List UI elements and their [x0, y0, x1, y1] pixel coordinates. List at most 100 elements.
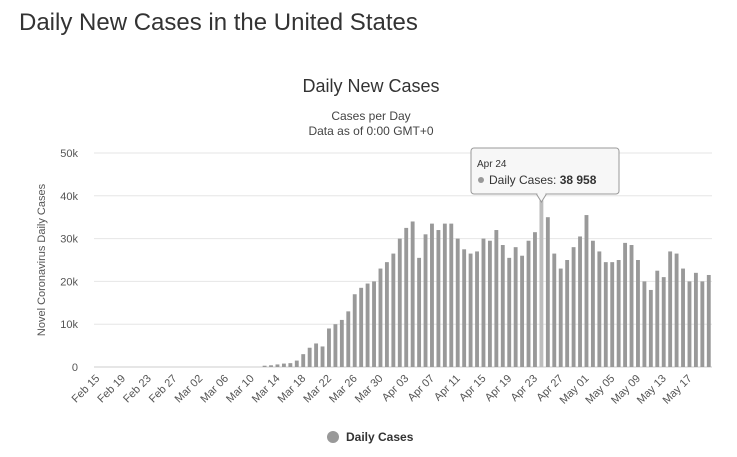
bar[interactable] [487, 240, 492, 367]
bar[interactable] [687, 281, 692, 367]
chart-subtitle-line-1: Cases per Day [331, 109, 410, 123]
bar[interactable] [346, 311, 351, 367]
bar[interactable] [410, 221, 415, 367]
bar[interactable] [636, 260, 640, 367]
x-tick-label: Apr 07 [406, 373, 437, 404]
bar[interactable] [590, 240, 595, 367]
bar[interactable] [623, 242, 628, 367]
bar[interactable] [320, 346, 325, 367]
bar[interactable] [668, 251, 673, 367]
bar[interactable] [339, 319, 344, 367]
bar[interactable] [584, 215, 589, 367]
x-tick-label: Mar 06 [198, 373, 231, 406]
bar[interactable] [661, 277, 666, 367]
x-tick-label: Mar 02 [173, 373, 206, 406]
bar[interactable] [436, 230, 441, 367]
bar[interactable] [365, 283, 370, 367]
bar[interactable] [597, 251, 602, 367]
legend-label[interactable]: Daily Cases [346, 430, 414, 444]
legend[interactable]: Daily Cases [327, 430, 414, 444]
x-tick-label: Mar 14 [250, 373, 283, 406]
chart-subtitle-line-2: Data as of 0:00 GMT+0 [308, 124, 433, 138]
tooltip-box [470, 147, 620, 195]
tooltip-series-name: Daily Cases [489, 173, 553, 187]
bar[interactable] [449, 223, 454, 367]
bar[interactable] [552, 253, 557, 367]
y-tick-label: 40k [60, 191, 78, 203]
bar[interactable] [558, 268, 563, 367]
tooltip-date: Apr 24 [477, 159, 507, 170]
y-tick-label: 10k [60, 319, 78, 331]
y-axis-ticks: 0 10k 20k 30k 40k 50k [60, 148, 78, 374]
bar[interactable] [462, 249, 467, 367]
bar[interactable] [706, 274, 711, 367]
bar[interactable] [269, 365, 273, 367]
legend-marker [327, 431, 339, 443]
bar[interactable] [301, 354, 306, 367]
bar[interactable] [314, 343, 319, 367]
bar[interactable] [681, 268, 685, 367]
bar[interactable] [610, 262, 615, 367]
x-tick-label: Apr 11 [432, 373, 463, 404]
bar[interactable] [674, 253, 679, 367]
bar[interactable] [520, 255, 525, 367]
tooltip-pointer [535, 193, 548, 203]
bar[interactable] [391, 253, 396, 367]
bar[interactable] [539, 200, 544, 367]
bar[interactable] [565, 260, 570, 367]
x-tick-label: Mar 26 [327, 373, 360, 406]
bar[interactable] [404, 227, 409, 367]
bar[interactable] [397, 238, 402, 367]
bar[interactable] [545, 217, 550, 367]
tooltip-marker [478, 177, 484, 183]
bar[interactable] [352, 294, 357, 367]
bar[interactable] [442, 223, 447, 367]
bar[interactable] [281, 363, 286, 367]
bar[interactable] [481, 238, 486, 367]
bar[interactable] [700, 281, 705, 367]
bar[interactable] [378, 268, 383, 367]
bar[interactable] [500, 245, 505, 367]
x-tick-label: Feb 19 [95, 373, 128, 406]
bar[interactable] [333, 324, 338, 367]
bar[interactable] [423, 234, 428, 367]
x-tick-label: Apr 23 [509, 373, 540, 404]
bar[interactable] [468, 253, 473, 367]
bar[interactable] [475, 251, 479, 367]
bar[interactable] [494, 230, 499, 367]
x-tick-label: Mar 30 [353, 373, 386, 406]
chart-title: Daily New Cases [302, 76, 439, 96]
bar[interactable] [655, 270, 660, 367]
bar[interactable] [384, 262, 389, 367]
bar[interactable] [578, 236, 582, 367]
bar[interactable] [430, 223, 434, 367]
bar[interactable] [629, 245, 634, 367]
bar[interactable] [455, 238, 460, 367]
bar[interactable] [288, 363, 293, 367]
x-tick-label: Feb 23 [121, 373, 154, 406]
bar[interactable] [294, 360, 299, 367]
bar[interactable] [507, 257, 512, 367]
bar[interactable] [603, 262, 608, 367]
bar[interactable] [526, 240, 531, 367]
bar[interactable] [571, 247, 576, 367]
bar[interactable] [616, 260, 621, 367]
bar[interactable] [648, 289, 653, 367]
bar[interactable] [275, 364, 280, 367]
bar[interactable] [307, 347, 312, 367]
bar[interactable] [642, 281, 647, 367]
y-tick-label: 0 [72, 362, 78, 374]
x-tick-label: Mar 10 [224, 373, 257, 406]
bar[interactable] [693, 272, 698, 367]
x-tick-label: Mar 18 [276, 373, 309, 406]
y-tick-label: 30k [60, 234, 78, 246]
bar[interactable] [327, 328, 331, 367]
x-tick-label: Feb 27 [147, 373, 180, 406]
bar[interactable] [533, 232, 537, 367]
bar[interactable] [513, 247, 518, 367]
bar[interactable] [372, 281, 376, 367]
bar[interactable] [262, 365, 267, 367]
bar[interactable] [417, 257, 422, 367]
bar[interactable] [359, 287, 364, 367]
